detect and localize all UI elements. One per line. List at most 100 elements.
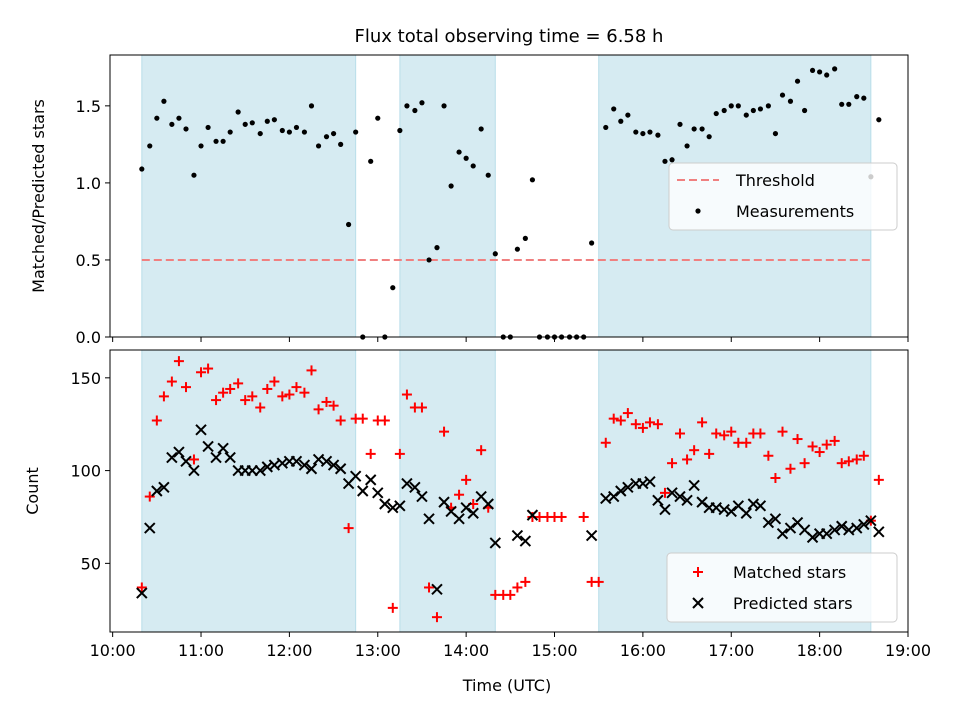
matched-star-point [394,448,405,459]
predicted-star-point [836,520,848,532]
measurement-point [323,134,330,140]
matched-star-point [196,367,207,378]
measurement-point [772,130,779,137]
matched-star-point [659,487,670,498]
measurement-point [448,183,454,189]
measurement-point [735,103,741,109]
measurement-point [662,158,668,164]
measurement-point [655,132,661,138]
observing-window-1 [141,349,357,633]
matched-star-point [211,395,222,406]
predicted-star-point [467,507,479,519]
predicted-star-point [482,498,494,510]
predicted-star-point [188,464,200,477]
measurement-point [456,149,462,155]
measurement-point [794,78,801,84]
matched-star-point [637,422,648,433]
predicted-star-point [615,485,627,497]
measurement-point [220,138,226,144]
measurement-point [271,117,277,123]
measurement-point [227,129,233,135]
matched-star-point [240,395,251,406]
top-x-ticks [112,337,909,342]
predicted-star-point [696,496,708,508]
matched-star-point [284,389,295,400]
predicted-star-point [166,451,178,464]
measurement-point [368,158,374,164]
measurement-point [375,115,381,121]
matched-star-point [512,582,523,593]
predicted-star-point [416,490,428,503]
predicted-star-point [776,527,789,540]
measurement-point [257,130,263,137]
predicted-star-point [740,507,752,519]
matched-star-point [313,404,324,415]
matched-star-point [476,445,487,456]
measurement-point [757,106,764,112]
measurement-point [839,101,845,107]
matched-star-point [858,450,869,461]
measurement-point [802,107,808,114]
predicted-star-point [806,531,819,544]
predicted-star-point [858,518,870,531]
measurement-point [176,115,182,121]
matched-star-point [836,458,847,469]
predicted-star-point [438,496,450,508]
measurement-point [721,107,727,114]
legend-measurement-swatch [695,208,701,214]
matched-star-point [807,441,818,452]
predicted-star-point [637,477,649,490]
bottom-x-ticks: 10:00 11:00 12:00 13:00 14:00 15:00 16:00 17:00… [90,632,931,660]
matched-star-point [424,582,435,593]
matched-star-point [814,447,825,458]
x-tick-label: 11:00 [178,641,224,660]
measurement-point [426,257,432,263]
observing-window-1 [141,54,357,338]
predicted-star-point [526,509,539,521]
measurement-point [817,69,823,75]
y-tick-label: 0.5 [76,251,101,270]
matched-star-point [136,582,147,593]
matched-star-point [461,474,472,485]
predicted-star-point [305,463,318,475]
matched-star-point [454,489,465,500]
predicted-star-point [725,505,737,518]
matched-star-point [416,402,427,413]
matched-star-point [262,383,273,394]
measurement-point [779,92,786,98]
predicted-star-point [453,513,465,525]
matched-star-point [600,437,611,448]
predicted-star-point [460,501,472,514]
predicted-star-point [769,513,782,525]
matched-star-point [829,435,840,446]
measurement-point [404,103,410,109]
measurement-point [235,109,241,115]
measurement-point [346,221,352,228]
measurement-point [279,127,285,134]
top-y-axis-label: Matched/Predicted stars [29,99,48,293]
measurement-point [514,246,520,252]
measurement-point [390,285,396,291]
legend-threshold-label: Threshold [735,171,815,190]
measurement-point [809,67,816,74]
predicted-star-point [652,494,664,506]
matched-star-point [608,413,619,424]
matched-star-point [181,382,191,393]
chart-title: Flux total observing time = 6.58 h [355,26,664,47]
predicted-star-point [519,535,532,547]
predicted-star-point [681,494,693,506]
measurement-point [684,143,690,149]
measurement-point [169,121,175,127]
matched-star-point [277,391,288,402]
measurement-point [249,120,255,126]
matched-star-point [343,523,354,534]
predicted-star-point [622,481,634,493]
predicted-star-point [136,587,148,599]
measurement-point [625,112,631,118]
predicted-star-point [173,446,185,458]
matched-star-point [144,491,155,502]
predicted-star-point [784,522,797,534]
matched-star-point [225,383,236,394]
matched-star-point [792,434,803,445]
measurement-point [691,126,697,132]
